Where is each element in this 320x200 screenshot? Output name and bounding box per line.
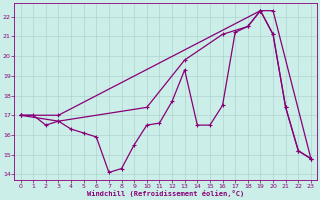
- X-axis label: Windchill (Refroidissement éolien,°C): Windchill (Refroidissement éolien,°C): [87, 190, 244, 197]
